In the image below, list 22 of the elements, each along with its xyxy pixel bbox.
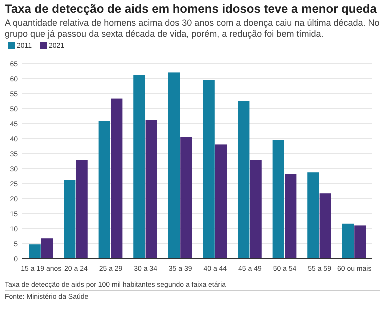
bar: [134, 75, 146, 259]
bar: [180, 137, 192, 259]
bar: [98, 121, 110, 259]
bar: [320, 194, 332, 259]
bar: [41, 238, 54, 259]
chart-subtitle: A quantidade relativa de homens acima dos 30 anos com a doença caiu na última década. No grupo que já passou da sexta década de vida, porém, a redução foi bem tímida.: [5, 18, 380, 39]
bar: [238, 102, 250, 259]
bar: [272, 140, 284, 259]
bar: [29, 244, 41, 259]
chart-title: Taxa de detecção de aids em homens idosos teve a menor queda: [5, 2, 378, 16]
bar: [76, 160, 88, 259]
bar: [250, 160, 262, 259]
bar: [215, 144, 228, 259]
bar: [168, 72, 180, 259]
bar: [354, 226, 366, 259]
bar: [203, 80, 215, 259]
bar: [342, 224, 354, 259]
bar: [308, 172, 320, 259]
bar: [146, 120, 158, 259]
bar: [285, 174, 297, 259]
bar: [111, 98, 123, 259]
bar: [64, 180, 76, 259]
